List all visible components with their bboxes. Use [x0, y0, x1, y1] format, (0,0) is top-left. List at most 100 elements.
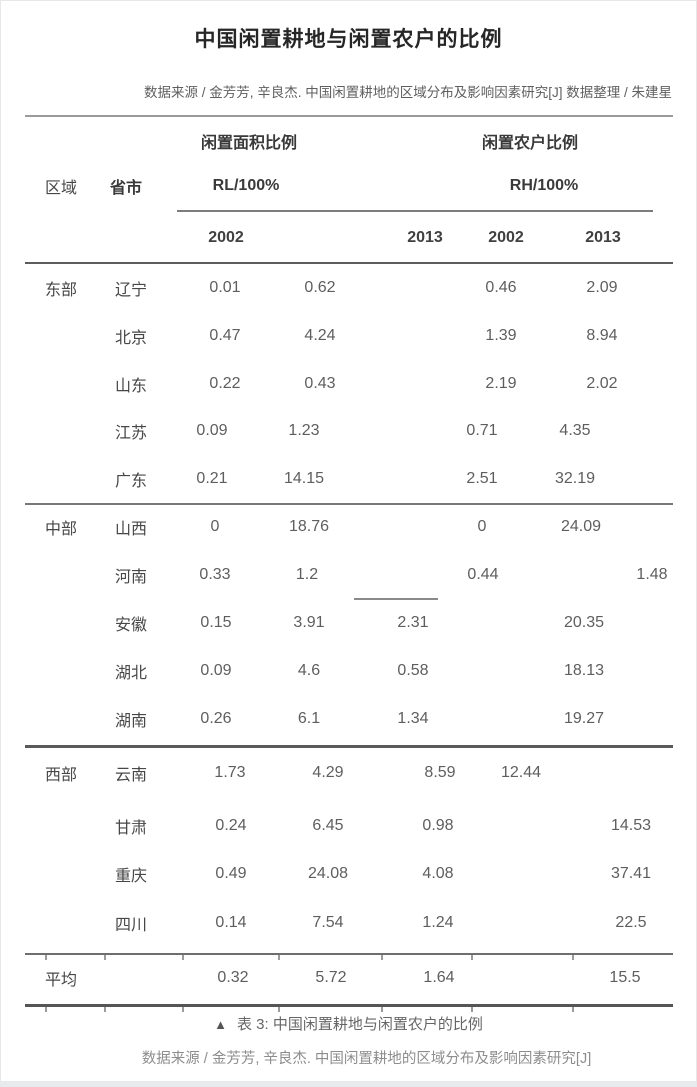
year-header: 2002 [488, 229, 524, 246]
col-header-province: 省市 [109, 180, 143, 197]
province-label: 河南 [114, 569, 148, 586]
value-cell: 0.47 [209, 327, 241, 344]
col-group-area-ratio: 闲置面积比例 [200, 135, 298, 152]
region-label: 平均 [45, 972, 78, 989]
page-title: 中国闲置耕地与闲置农户的比例 [194, 28, 503, 51]
unit-label-rl: RL/100% [212, 177, 280, 194]
value-cell: 18.13 [563, 662, 605, 679]
cell-border-tick [572, 1007, 574, 1012]
cell-border-tick [45, 955, 47, 960]
province-label: 四川 [114, 917, 148, 934]
table-rule [25, 262, 673, 264]
table-rule [354, 598, 438, 600]
value-cell: 0.22 [209, 375, 241, 392]
value-cell: 2.02 [586, 375, 618, 392]
value-cell: 6.1 [297, 710, 321, 727]
value-cell: 1.39 [485, 327, 517, 344]
value-cell: 0.44 [467, 566, 499, 583]
value-cell: 2.51 [466, 470, 498, 487]
cell-border-tick [45, 1007, 47, 1012]
value-cell: 4.6 [297, 662, 321, 679]
table-rule [177, 210, 653, 212]
value-cell: 2.31 [397, 614, 429, 631]
year-header: 2013 [407, 229, 443, 246]
value-cell: 0.01 [209, 279, 241, 296]
value-cell: 0.62 [304, 279, 336, 296]
province-label: 重庆 [114, 868, 148, 885]
value-cell: 0.26 [200, 710, 232, 727]
value-cell: 0.09 [200, 662, 232, 679]
year-header: 2013 [585, 229, 621, 246]
value-cell: 0.49 [215, 865, 247, 882]
value-cell: 4.24 [304, 327, 336, 344]
value-cell: 0 [210, 518, 220, 535]
value-cell: 14.53 [610, 817, 652, 834]
col-header-region: 区域 [45, 180, 78, 197]
table-caption-text: 表 3: 中国闲置耕地与闲置农户的比例 [237, 1016, 483, 1033]
value-cell: 20.35 [563, 614, 605, 631]
value-cell: 7.54 [312, 914, 344, 931]
table-rule [25, 953, 673, 955]
value-cell: 0.58 [397, 662, 429, 679]
value-cell: 6.45 [312, 817, 344, 834]
value-cell: 14.15 [283, 470, 325, 487]
value-cell: 4.29 [312, 764, 344, 781]
cell-border-tick [381, 1007, 383, 1012]
region-label: 西部 [45, 767, 78, 784]
value-cell: 0.98 [422, 817, 454, 834]
value-cell: 0.09 [196, 422, 228, 439]
value-cell: 24.08 [307, 865, 349, 882]
value-cell: 3.91 [293, 614, 325, 631]
unit-label-rh: RH/100% [509, 177, 579, 194]
value-cell: 0.71 [466, 422, 498, 439]
value-cell: 32.19 [554, 470, 596, 487]
data-source-line: 数据来源 / 金芳芳, 辛良杰. 中国闲置耕地的区域分布及影响因素研究[J] 数… [143, 85, 672, 100]
value-cell: 0.14 [215, 914, 247, 931]
region-label: 东部 [45, 282, 78, 299]
value-cell: 1.23 [288, 422, 320, 439]
value-cell: 19.27 [563, 710, 605, 727]
cell-border-tick [182, 1007, 184, 1012]
cell-border-tick [381, 955, 383, 960]
province-label: 辽宁 [114, 282, 148, 299]
table-rule [25, 1004, 673, 1007]
province-label: 安徽 [114, 617, 148, 634]
cell-border-tick [572, 955, 574, 960]
cell-border-tick [278, 955, 280, 960]
col-group-household-ratio: 闲置农户比例 [481, 135, 579, 152]
value-cell: 0.32 [217, 969, 249, 986]
value-cell: 4.35 [559, 422, 591, 439]
footer-source-line: 数据来源 / 金芳芳, 辛良杰. 中国闲置耕地的区域分布及影响因素研究[J] [141, 1051, 592, 1067]
value-cell: 8.59 [424, 764, 456, 781]
value-cell: 2.09 [586, 279, 618, 296]
cell-border-tick [278, 1007, 280, 1012]
value-cell: 0.33 [199, 566, 231, 583]
province-label: 云南 [114, 767, 148, 784]
value-cell: 15.5 [609, 969, 641, 986]
province-label: 甘肃 [114, 820, 148, 837]
value-cell: 0.46 [485, 279, 517, 296]
value-cell: 1.2 [295, 566, 319, 583]
value-cell: 22.5 [615, 914, 647, 931]
value-cell: 0.21 [196, 470, 228, 487]
region-label: 中部 [45, 521, 78, 538]
value-cell: 1.64 [423, 969, 455, 986]
value-cell: 0.43 [304, 375, 336, 392]
value-cell: 4.08 [422, 865, 454, 882]
province-label: 湖南 [114, 713, 148, 730]
cell-border-tick [104, 955, 106, 960]
cell-border-tick [471, 955, 473, 960]
value-cell: 8.94 [586, 327, 618, 344]
value-cell: 0.24 [215, 817, 247, 834]
value-cell: 24.09 [560, 518, 602, 535]
table-rule [25, 503, 673, 505]
province-label: 山西 [114, 521, 148, 538]
value-cell: 2.19 [485, 375, 517, 392]
cell-border-tick [182, 955, 184, 960]
province-label: 北京 [114, 330, 148, 347]
province-label: 江苏 [114, 425, 148, 442]
value-cell: 12.44 [500, 764, 542, 781]
table-caption: ▲ 表 3: 中国闲置耕地与闲置农户的比例 [1, 1013, 696, 1034]
